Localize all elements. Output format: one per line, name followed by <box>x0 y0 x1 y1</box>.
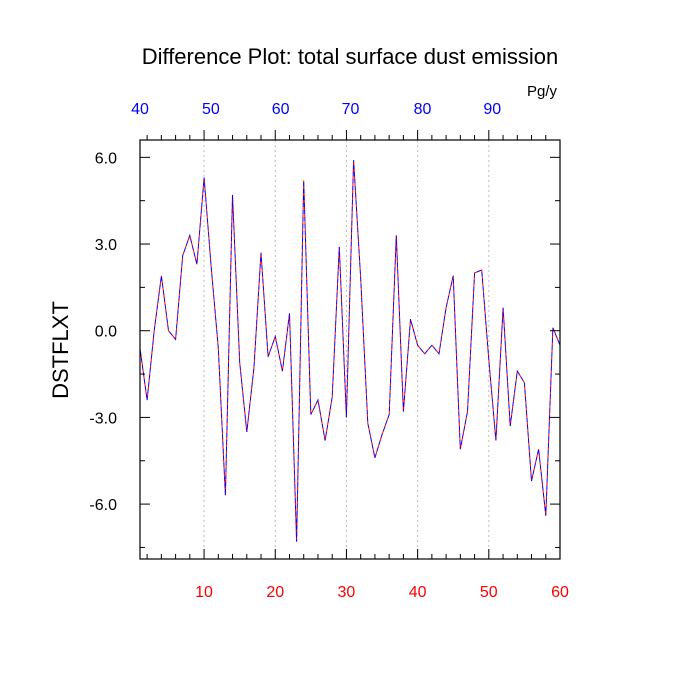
chart-title: Difference Plot: total surface dust emis… <box>142 44 559 69</box>
units-label: Pg/y <box>527 83 558 100</box>
series-line-red-0 <box>139 160 561 542</box>
y-tick-label: 0.0 <box>95 324 117 341</box>
data-series <box>139 160 561 542</box>
top-tick-label: 60 <box>272 101 290 118</box>
axis-ticks <box>140 130 561 559</box>
bottom-tick-label: 30 <box>338 584 356 601</box>
bottom-tick-label: 40 <box>409 584 427 601</box>
top-tick-label: 40 <box>131 101 149 118</box>
top-tick-label: 70 <box>342 101 360 118</box>
bottom-tick-label: 10 <box>195 584 213 601</box>
top-tick-label: 90 <box>483 101 501 118</box>
gridlines <box>203 140 490 559</box>
bottom-tick-label: 20 <box>266 584 284 601</box>
y-tick-label: -3.0 <box>89 410 117 427</box>
top-tick-label: 80 <box>414 101 432 118</box>
tick-labels: 10 20 30 40 50 60 40 50 60 70 80 90 6.0 3.0 0.0 -3.0 -6.… <box>89 101 569 601</box>
bottom-tick-label: 50 <box>480 584 498 601</box>
y-tick-label: -6.0 <box>89 497 117 514</box>
plot-frame <box>139 139 561 560</box>
y-tick-label: 3.0 <box>95 237 117 254</box>
bottom-tick-label: 60 <box>551 584 569 601</box>
y-tick-label: 6.0 <box>95 150 117 167</box>
y-axis-label: DSTFLXT <box>48 301 73 399</box>
series-line-blue-0 <box>139 160 561 542</box>
top-tick-label: 50 <box>202 101 220 118</box>
